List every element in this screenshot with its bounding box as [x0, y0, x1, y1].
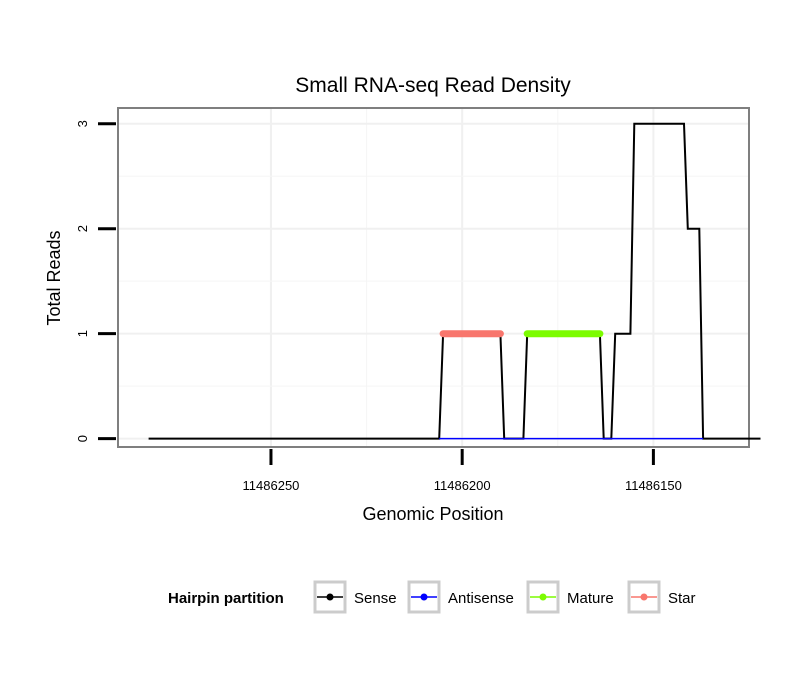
y-axis-title: Total Reads	[44, 230, 64, 325]
legend-key-antisense-point	[420, 593, 428, 601]
legend-label-mature: Mature	[567, 590, 614, 607]
legend-title: Hairpin partition	[168, 590, 284, 607]
legend-key-star-point	[640, 593, 648, 601]
legend-label-star: Star	[668, 590, 696, 607]
chart-title: Small RNA-seq Read Density	[295, 74, 571, 97]
x-axis-title: Genomic Position	[362, 504, 503, 524]
plot-panel-border	[117, 107, 750, 448]
axes: 11486250 11486200 11486150 0 1 2 3	[75, 120, 682, 493]
x-tick-label: 11486250	[243, 478, 300, 493]
x-tick-label: 11486150	[625, 478, 682, 493]
y-tick-label: 0	[75, 435, 90, 442]
y-tick-label: 1	[75, 330, 90, 337]
series-layer	[148, 122, 761, 440]
y-tick-label: 3	[75, 120, 90, 127]
grid	[118, 108, 749, 447]
legend: Hairpin partition Sense Antisense Mature St…	[168, 580, 696, 614]
legend-key-mature-point	[539, 593, 547, 601]
legend-label-sense: Sense	[354, 590, 397, 607]
legend-key-sense-point	[326, 593, 334, 601]
x-tick-label: 11486200	[434, 478, 491, 493]
legend-label-antisense: Antisense	[448, 590, 514, 607]
y-tick-label: 2	[75, 225, 90, 232]
